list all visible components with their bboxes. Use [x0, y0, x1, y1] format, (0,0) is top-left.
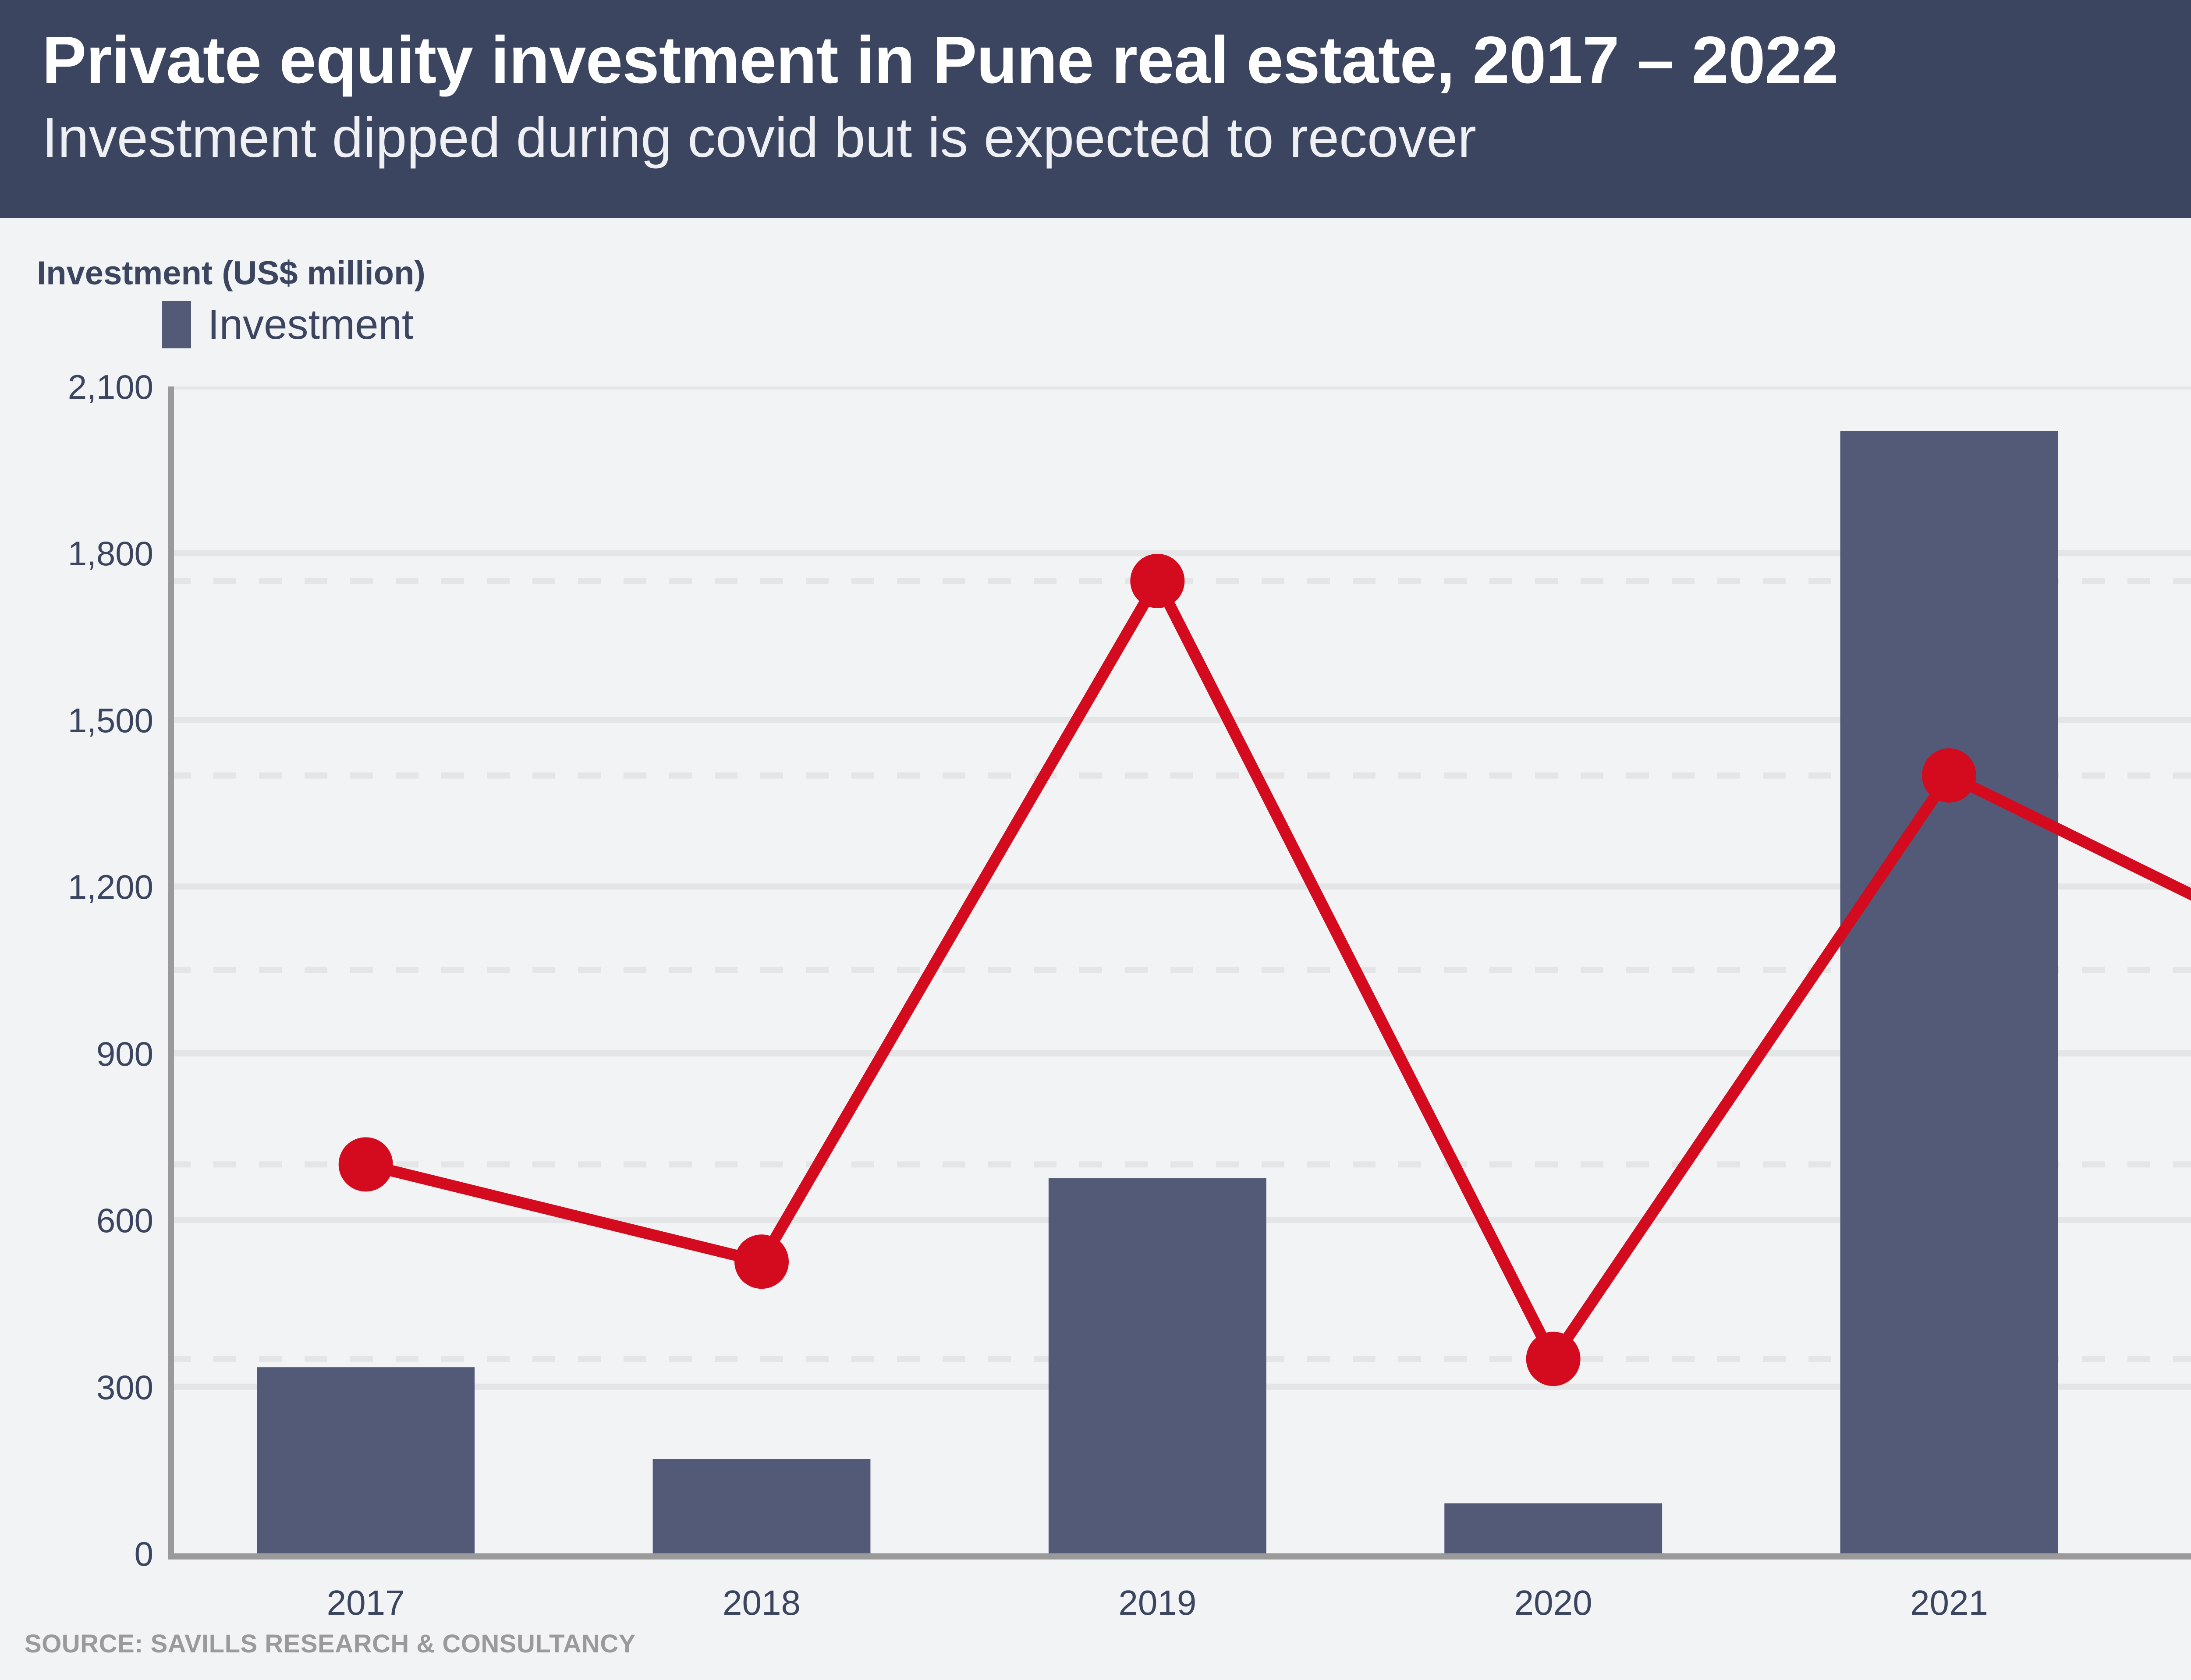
- y-axis-spine: [168, 386, 174, 1559]
- y-tick-label: 1,800: [67, 534, 153, 573]
- bar-series: [257, 431, 2058, 1553]
- header-banner: Private equity investment in Pune real e…: [0, 0, 2191, 218]
- y-tick-label: 0: [134, 1535, 153, 1573]
- marker-2020: [1526, 1332, 1581, 1386]
- line-series: [360, 575, 2191, 1365]
- bar-2020: [1444, 1503, 1663, 1553]
- x-tick-label-2017: 2017: [326, 1583, 405, 1622]
- x-tick-label-2020: 2020: [1514, 1583, 1592, 1622]
- marker-2017: [338, 1137, 393, 1192]
- gridlines-right: [168, 578, 2191, 1362]
- left-axis-title: Investment (US$ million): [37, 255, 425, 292]
- marker-2019: [1130, 553, 1185, 608]
- chart-canvas: [168, 386, 2191, 1553]
- bar-2017: [257, 1367, 475, 1553]
- marker-2021: [1922, 748, 1976, 803]
- bar-2021: [1840, 431, 2058, 1553]
- page-title: Private equity investment in Pune real e…: [42, 23, 1839, 97]
- bar-swatch-icon: [162, 301, 191, 348]
- bar-2019: [1048, 1178, 1266, 1553]
- x-tick-label-2022: 2022: [2147, 1583, 2191, 1623]
- gridlines-left: [168, 386, 2191, 1390]
- source-note: SOURCE: SAVILLS RESEARCH & CONSULTANCY: [25, 1630, 636, 1658]
- legend-item-investment[interactable]: Investment: [162, 301, 414, 349]
- x-axis-spine: [168, 1553, 2191, 1559]
- marker-series: [338, 553, 1976, 1386]
- x-tick-label-2021: 2021: [1910, 1583, 1988, 1622]
- marker-2018: [734, 1234, 789, 1289]
- legend-label-investment: Investment: [208, 301, 414, 348]
- x-tick-label-2018: 2018: [723, 1583, 801, 1622]
- y-tick-label: 300: [96, 1368, 153, 1407]
- y-tick-label: 2,100: [67, 368, 153, 406]
- y-tick-label: 1,200: [67, 868, 153, 907]
- bar-2018: [652, 1459, 871, 1553]
- page-subtitle: Investment dipped during covid but is ex…: [42, 106, 1476, 170]
- y-tick-label: 900: [96, 1034, 153, 1073]
- plot-area: [168, 386, 2191, 1553]
- y-tick-label: 600: [96, 1201, 153, 1240]
- y-tick-label: 1,500: [67, 701, 153, 740]
- x-tick-label-2019: 2019: [1118, 1583, 1197, 1622]
